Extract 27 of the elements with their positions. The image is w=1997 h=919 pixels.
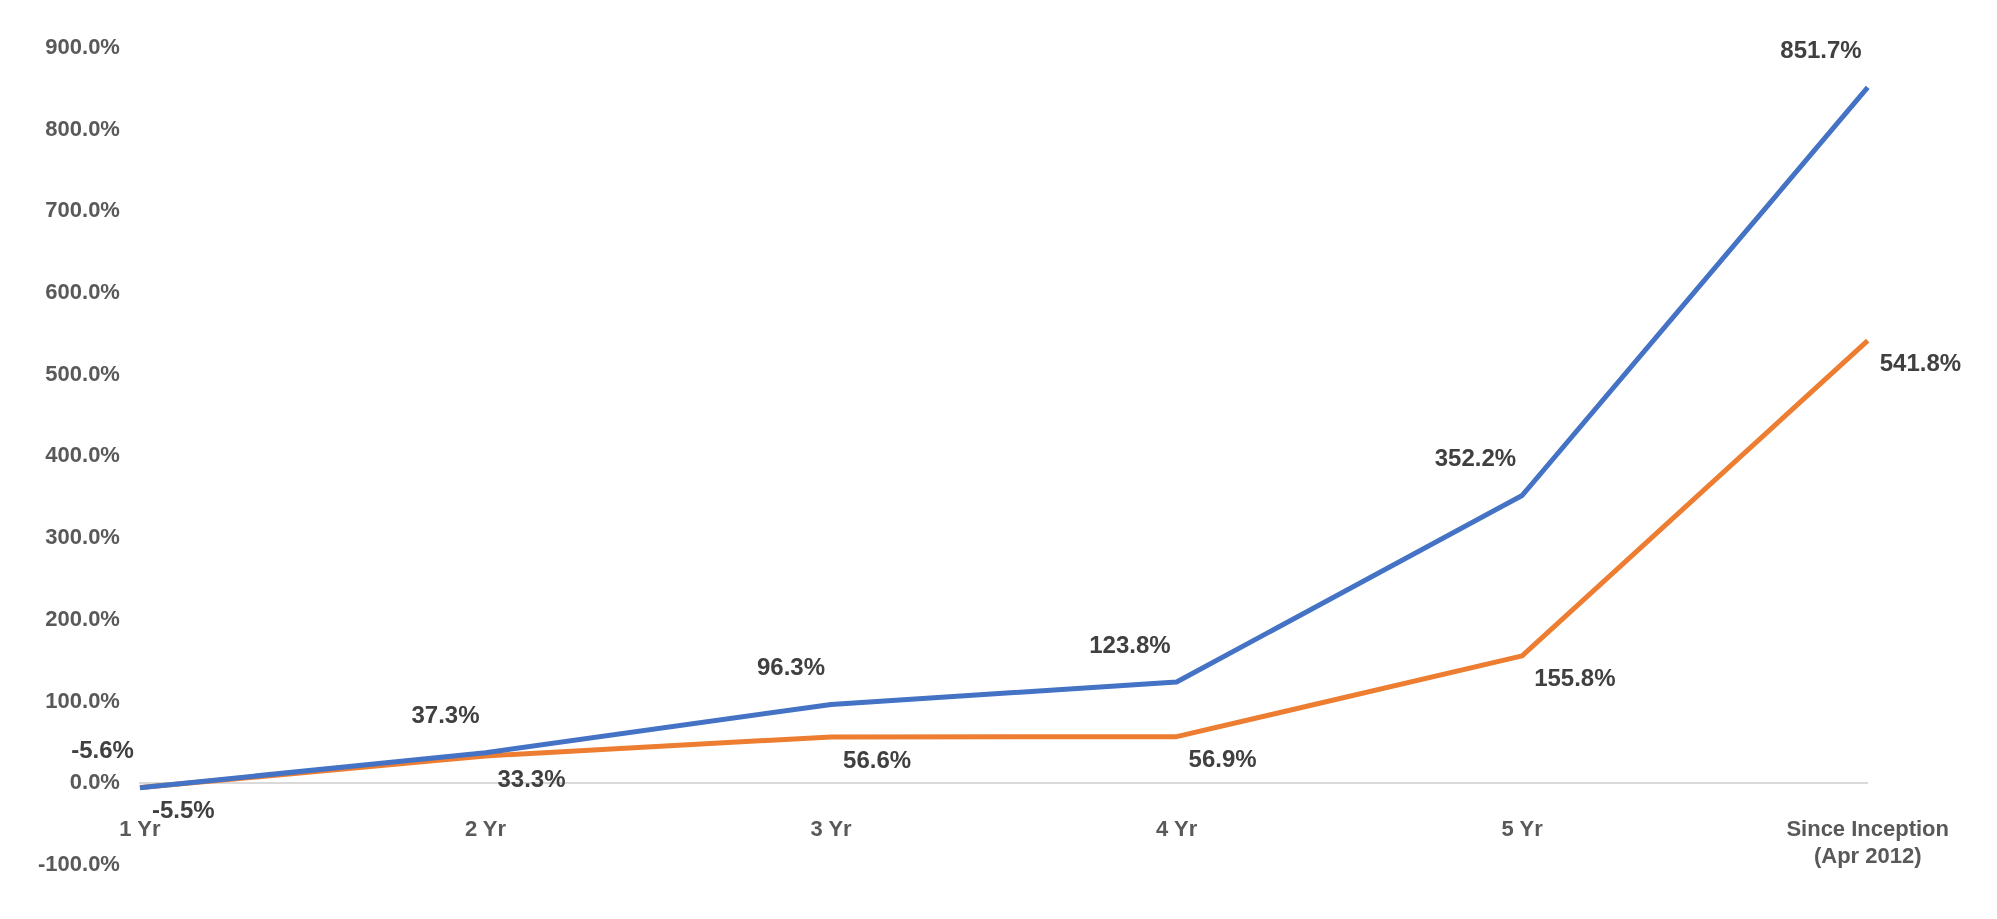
data-label: 155.8% [1534,664,1616,692]
data-label: 96.3% [756,653,826,681]
y-tick-label: 500.0% [45,360,120,386]
data-label: 56.9% [1188,745,1257,773]
data-label: 56.6% [843,745,912,773]
y-tick-label: 200.0% [45,605,120,631]
y-tick-label: 800.0% [45,115,120,141]
x-tick-label: 3 Yr [810,816,853,842]
y-tick-label: -100.0% [37,850,120,876]
x-tick-label: 5 Yr [1501,816,1544,842]
data-label: 33.3% [497,764,566,792]
data-label: 541.8% [1879,349,1962,377]
data-label: 352.2% [1434,444,1517,472]
y-tick-label: 700.0% [45,197,120,223]
x-tick-label: 2 Yr [464,816,507,842]
data-label: 851.7% [1780,36,1862,64]
y-tick-label: 300.0% [45,524,120,550]
y-tick-label: 400.0% [45,442,120,468]
data-label: 123.8% [1089,630,1171,658]
y-tick-label: 0.0% [69,769,120,795]
y-tick-label: 100.0% [45,687,120,713]
y-tick-label: 600.0% [45,279,120,305]
data-label: -5.6% [71,736,134,764]
x-tick-label: Since Inception (Apr 2012) [1786,816,1950,868]
data-label: 37.3% [411,701,480,729]
y-tick-label: 900.0% [45,34,120,60]
x-tick-label: 4 Yr [1156,816,1198,842]
